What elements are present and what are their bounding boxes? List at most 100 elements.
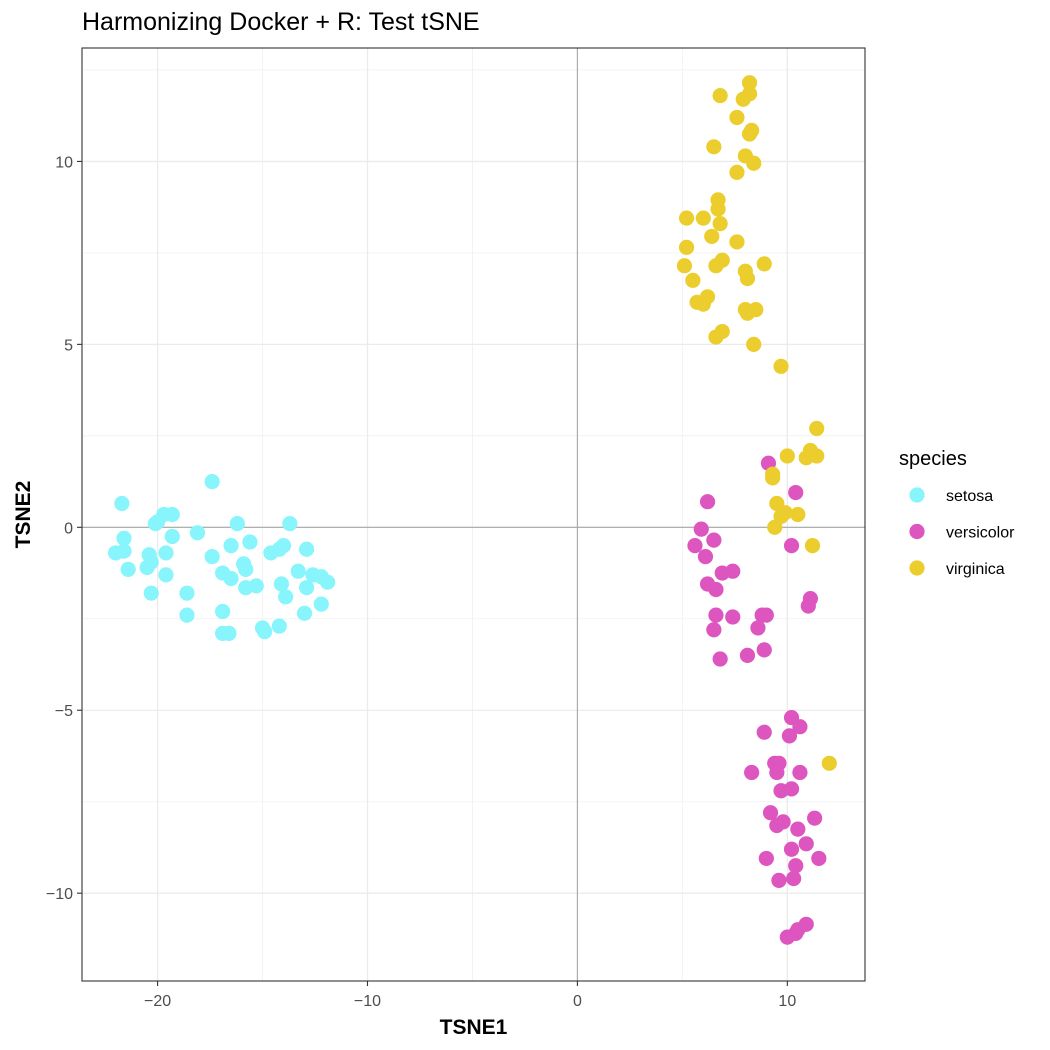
point-versicolor	[783, 781, 800, 797]
point-versicolor	[725, 563, 741, 579]
point-setosa	[296, 605, 313, 621]
point-virginica	[729, 109, 745, 126]
y-tick-label: −5	[55, 703, 73, 720]
point-versicolor	[786, 870, 802, 887]
point-versicolor	[725, 609, 741, 625]
point-virginica	[746, 155, 762, 171]
point-setosa	[116, 530, 132, 546]
point-versicolor	[693, 521, 709, 537]
point-setosa	[313, 596, 329, 612]
point-setosa	[242, 534, 258, 550]
point-versicolor	[798, 916, 814, 932]
point-setosa	[204, 473, 220, 490]
point-setosa	[215, 603, 231, 620]
point-virginica	[804, 538, 821, 554]
point-setosa	[229, 516, 245, 532]
x-tick-label: −10	[354, 993, 381, 1010]
point-virginica	[779, 448, 795, 464]
point-virginica	[708, 329, 724, 345]
point-versicolor	[706, 532, 722, 548]
point-setosa	[221, 625, 237, 642]
plot-panel	[81, 47, 866, 982]
point-versicolor	[699, 494, 716, 510]
x-axis-title: TSNE1	[440, 1016, 508, 1039]
point-virginica	[710, 201, 726, 217]
point-setosa	[143, 585, 159, 601]
scatter-points	[107, 75, 837, 945]
point-virginica	[685, 272, 701, 288]
point-versicolor	[712, 651, 728, 667]
point-setosa	[299, 541, 315, 557]
point-versicolor	[807, 810, 823, 826]
y-tick-label: −10	[46, 886, 73, 903]
point-virginica	[689, 294, 705, 310]
point-versicolor	[788, 484, 804, 501]
point-virginica	[744, 122, 760, 138]
point-setosa	[158, 567, 174, 583]
point-versicolor	[781, 728, 798, 744]
point-virginica	[678, 239, 695, 256]
point-virginica	[739, 270, 756, 287]
point-virginica	[678, 210, 695, 226]
legend-key-versicolor	[909, 523, 925, 540]
point-virginica	[741, 86, 758, 102]
point-setosa	[299, 580, 315, 596]
y-tick-label: 10	[55, 154, 73, 171]
point-virginica	[729, 164, 745, 180]
point-setosa	[158, 545, 174, 561]
point-setosa	[275, 538, 292, 554]
point-versicolor	[697, 548, 714, 565]
point-virginica	[712, 216, 728, 232]
reference-lines	[82, 48, 865, 981]
point-versicolor	[788, 858, 804, 874]
point-versicolor	[811, 850, 827, 867]
point-setosa	[189, 525, 206, 541]
legend-label-setosa: setosa	[946, 488, 993, 505]
point-setosa	[139, 559, 155, 576]
point-versicolor	[775, 814, 791, 830]
point-versicolor	[783, 538, 800, 554]
point-versicolor	[792, 764, 808, 781]
point-setosa	[271, 618, 287, 634]
legend-label-virginica: virginica	[946, 561, 1005, 578]
point-virginica	[773, 508, 789, 524]
point-virginica	[773, 358, 789, 374]
point-setosa	[120, 561, 136, 577]
point-setosa	[179, 585, 195, 601]
point-setosa	[273, 576, 290, 592]
point-virginica	[821, 755, 837, 771]
point-setosa	[116, 543, 132, 559]
y-axis: −10 −5 0 5 10	[46, 154, 82, 903]
point-versicolor	[790, 821, 806, 837]
point-versicolor	[783, 841, 800, 857]
point-virginica	[712, 87, 728, 104]
legend-label-versicolor: versicolor	[946, 525, 1015, 542]
point-versicolor	[739, 647, 756, 663]
point-setosa	[114, 495, 130, 512]
point-virginica	[809, 420, 825, 437]
point-setosa	[164, 528, 180, 545]
minor-gridlines	[82, 48, 865, 981]
point-versicolor	[758, 850, 774, 867]
point-versicolor	[798, 836, 814, 852]
point-virginica	[790, 506, 806, 523]
point-virginica	[729, 234, 745, 250]
x-tick-label: 10	[778, 993, 796, 1010]
point-setosa	[238, 580, 254, 596]
point-virginica	[739, 305, 756, 321]
point-setosa	[149, 514, 166, 530]
x-axis: −20 −10 0 10	[144, 981, 796, 1010]
point-setosa	[257, 623, 273, 640]
panel-border	[81, 47, 866, 982]
point-setosa	[164, 506, 180, 523]
point-versicolor	[744, 764, 760, 781]
point-versicolor	[687, 538, 703, 554]
point-virginica	[765, 470, 781, 486]
point-setosa	[223, 538, 239, 554]
point-versicolor	[756, 642, 772, 658]
legend: species setosa versicolor virginica	[899, 448, 1015, 578]
legend-items: setosa versicolor virginica	[909, 487, 1015, 578]
x-tick-label: −20	[144, 993, 171, 1010]
point-virginica	[706, 139, 722, 155]
